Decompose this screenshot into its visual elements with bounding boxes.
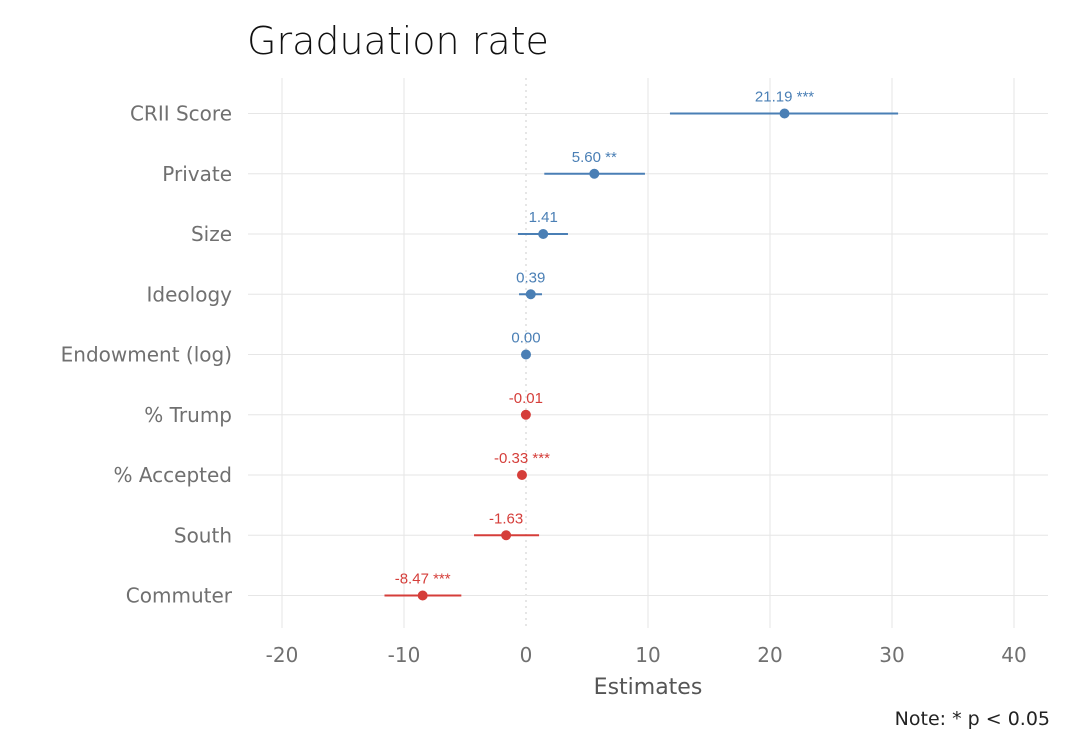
y-tick-label: Size — [191, 222, 232, 246]
y-tick-label: Endowment (log) — [61, 343, 232, 367]
x-tick-label: 0 — [520, 643, 533, 667]
y-tick-label: Ideology — [147, 282, 233, 306]
y-tick-label: Commuter — [126, 584, 233, 608]
y-tick-label: CRII Score — [130, 102, 232, 126]
estimate-label: 21.19 *** — [755, 89, 814, 106]
x-tick-label: 20 — [757, 643, 782, 667]
estimate-label: -0.33 *** — [494, 450, 550, 467]
estimate-label: 0.39 — [516, 269, 545, 286]
point-estimate — [538, 229, 549, 239]
x-tick-label: -20 — [266, 643, 299, 667]
point-estimate — [516, 470, 527, 480]
x-tick-label: 40 — [1001, 643, 1026, 667]
x-tick-label: 10 — [635, 643, 660, 667]
estimate-label: -8.47 *** — [395, 571, 451, 588]
x-tick-label: 30 — [879, 643, 904, 667]
point-estimate — [417, 590, 428, 601]
point-estimate — [521, 349, 531, 360]
point-estimate — [525, 289, 536, 300]
estimate-label: 5.60 ** — [572, 149, 617, 166]
note: Note: * p < 0.05 — [895, 708, 1050, 730]
point-estimate — [520, 409, 531, 420]
estimate-label: 0.00 — [511, 330, 540, 347]
point-estimate — [501, 530, 512, 541]
estimate-label: 1.41 — [529, 209, 558, 226]
point-estimate — [589, 168, 600, 179]
x-tick-label: -10 — [388, 643, 421, 667]
estimate-label: -0.01 — [509, 390, 543, 407]
y-tick-label: % Accepted — [113, 463, 232, 487]
estimate-label: -1.63 — [489, 510, 523, 527]
y-tick-label: % Trump — [144, 403, 232, 427]
chart-title: Graduation rate — [247, 19, 549, 63]
y-tick-label: Private — [162, 162, 232, 186]
x-axis-label: Estimates — [594, 675, 703, 700]
point-estimate — [779, 108, 790, 119]
y-tick-label: South — [174, 523, 232, 547]
